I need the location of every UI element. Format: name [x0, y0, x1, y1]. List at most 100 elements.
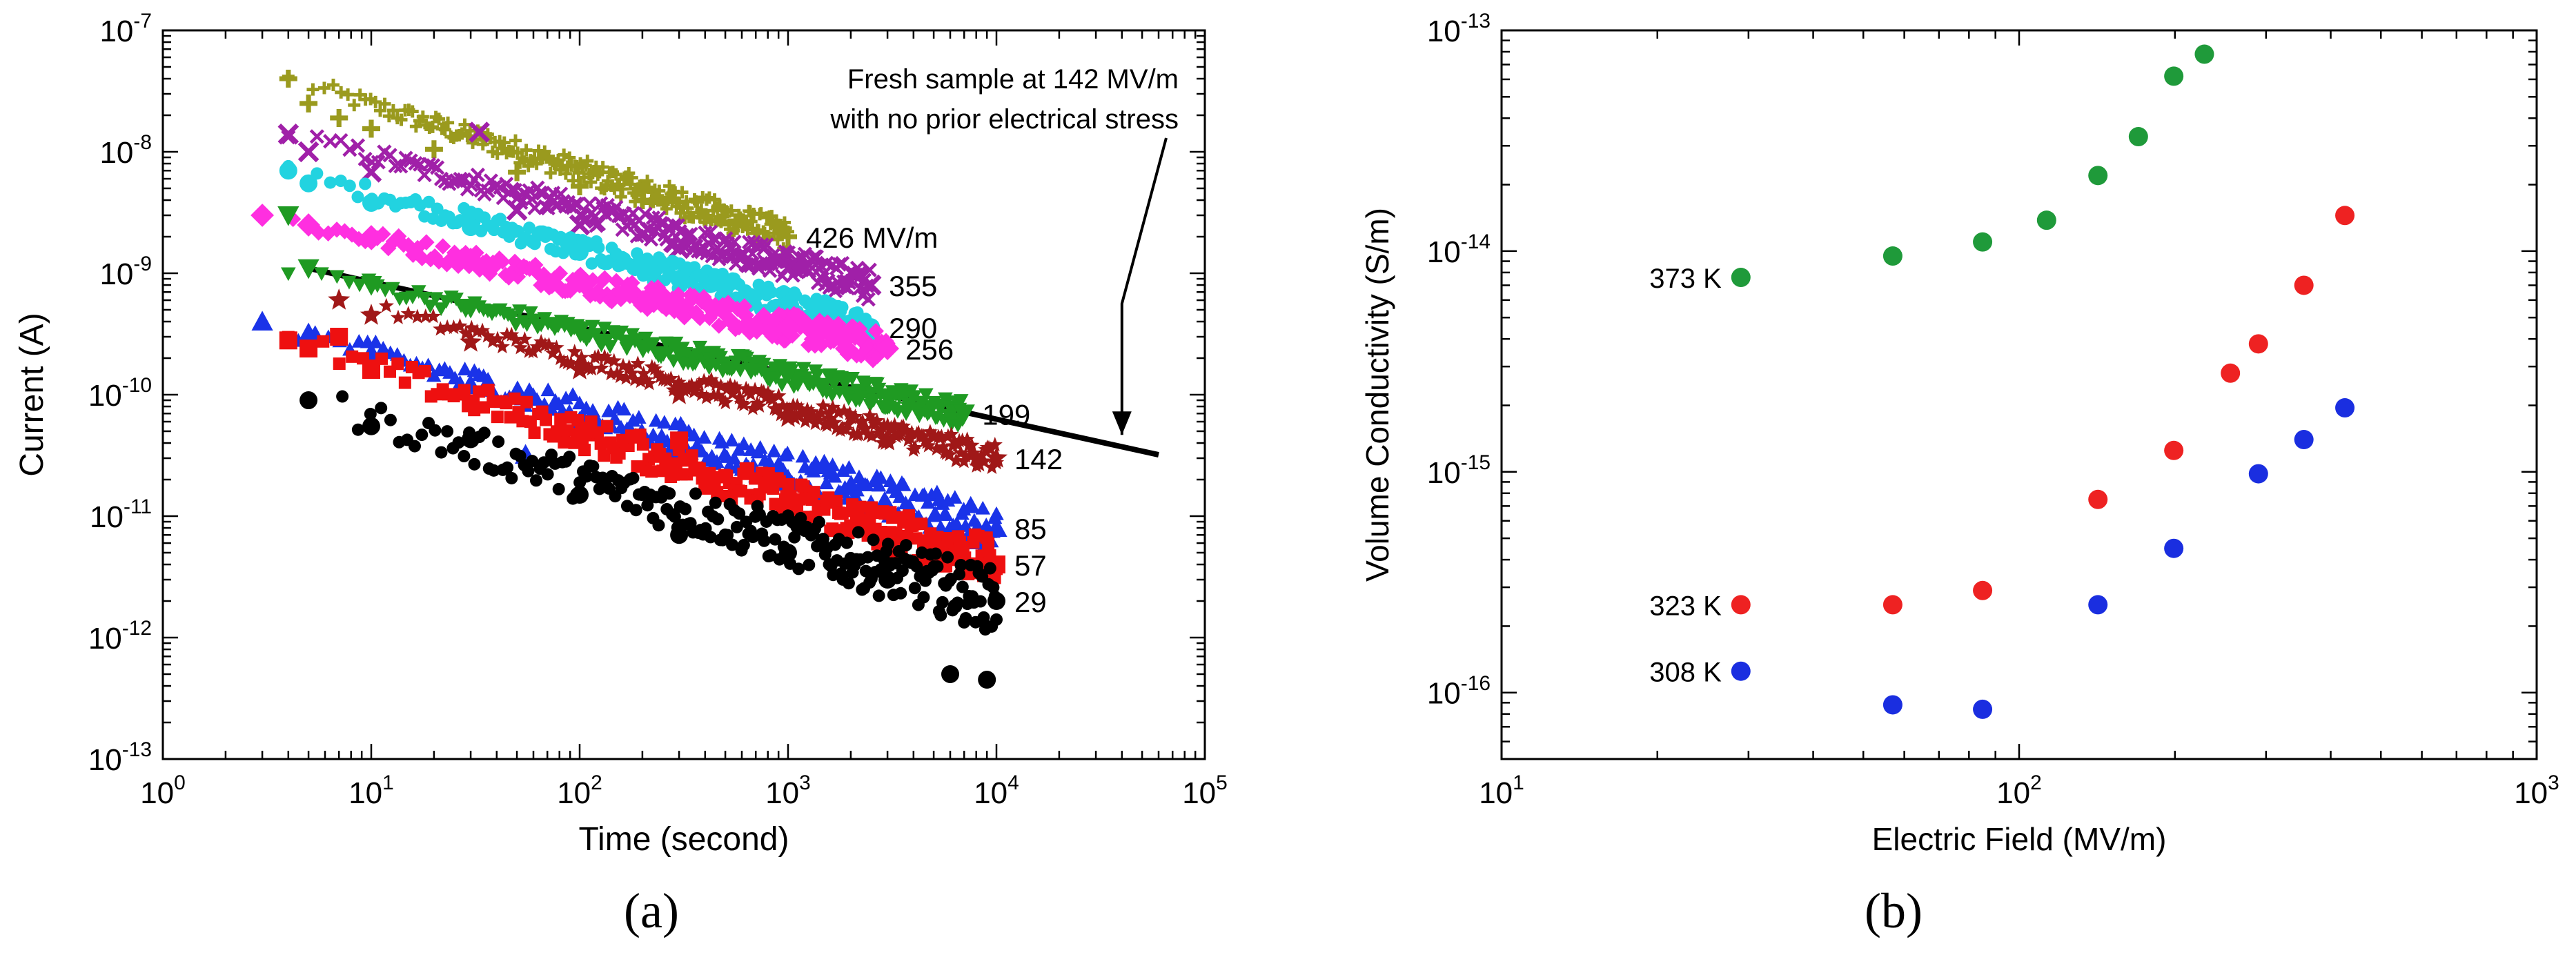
data-point	[779, 307, 796, 324]
data-point	[544, 166, 557, 179]
data-point	[597, 348, 613, 364]
data-point	[458, 384, 471, 397]
data-point	[458, 450, 471, 463]
data-point	[324, 176, 337, 189]
data-point	[342, 88, 355, 101]
data-point	[336, 390, 349, 403]
data-point	[660, 202, 673, 215]
data-point	[569, 214, 591, 236]
data-point	[807, 415, 823, 431]
data-point	[330, 328, 348, 346]
data-point	[674, 377, 689, 392]
data-point	[976, 453, 992, 469]
data-point	[705, 304, 722, 321]
data-point	[898, 422, 914, 437]
data-point	[847, 408, 863, 424]
data-point	[953, 404, 975, 424]
data-point	[954, 558, 967, 571]
data-point	[727, 451, 742, 465]
data-point	[816, 453, 832, 468]
data-point	[571, 486, 589, 504]
data-point	[896, 477, 912, 491]
data-point	[864, 428, 880, 443]
data-point	[947, 433, 963, 449]
data-point	[606, 353, 622, 368]
data-point	[711, 513, 725, 526]
data-point	[736, 436, 751, 451]
data-point	[1973, 232, 1993, 252]
y-tick-label-exp: -7	[133, 10, 152, 32]
data-point	[989, 506, 1004, 520]
data-point	[754, 237, 769, 253]
data-point	[691, 310, 709, 326]
data-point	[668, 342, 690, 362]
series-label: 29	[1014, 586, 1047, 618]
data-point	[704, 531, 717, 544]
series-label: 57	[1014, 549, 1047, 582]
data-point	[922, 424, 938, 439]
data-point	[417, 308, 433, 324]
data-point	[676, 186, 689, 199]
series-label: 256	[905, 333, 954, 366]
data-point	[297, 213, 320, 237]
data-point	[841, 460, 857, 474]
series-9	[299, 390, 1005, 689]
data-point	[769, 533, 782, 546]
data-point	[984, 459, 1000, 474]
data-point	[594, 437, 607, 450]
data-point	[917, 591, 930, 604]
data-point	[533, 333, 549, 349]
y-axis-label: Current (A)	[14, 313, 50, 476]
data-point	[867, 533, 880, 547]
data-point	[416, 110, 429, 124]
annotation-arrow-line	[1120, 137, 1168, 435]
data-point	[858, 420, 874, 435]
data-point	[504, 311, 520, 325]
data-point	[418, 364, 431, 377]
data-point	[382, 148, 397, 163]
data-point	[552, 482, 565, 495]
data-point	[528, 426, 541, 440]
data-point	[433, 112, 446, 126]
data-point	[818, 475, 834, 490]
data-point	[854, 500, 867, 513]
data-point	[2128, 127, 2148, 147]
y-tick-label: 10-7	[99, 10, 152, 48]
data-point	[876, 429, 899, 450]
data-point	[908, 582, 921, 595]
data-point	[733, 507, 746, 520]
data-point	[768, 371, 784, 386]
data-point	[600, 420, 613, 433]
data-point	[598, 449, 611, 462]
data-point	[902, 498, 917, 512]
data-point	[959, 611, 972, 624]
data-point	[907, 390, 922, 404]
data-point	[915, 518, 928, 531]
data-point	[362, 417, 380, 435]
data-point	[876, 337, 899, 360]
data-point	[1731, 268, 1751, 288]
data-point	[649, 365, 665, 380]
data-point	[435, 238, 451, 255]
data-point	[446, 244, 463, 261]
x-tick-label-exp: 3	[799, 771, 811, 794]
data-point	[749, 395, 765, 410]
data-point	[827, 414, 843, 429]
data-point	[671, 374, 687, 389]
data-point	[279, 70, 297, 88]
data-point	[352, 278, 367, 293]
data-point	[987, 437, 1003, 452]
data-point	[694, 386, 709, 402]
data-point	[780, 245, 796, 260]
data-point	[484, 333, 500, 348]
panel-label-a: (a)	[624, 883, 679, 938]
data-point	[794, 511, 807, 524]
data-point	[616, 402, 632, 416]
x-tick-label-exp: 5	[1216, 771, 1228, 794]
data-point	[775, 397, 791, 413]
data-point	[333, 357, 346, 371]
data-point	[398, 376, 411, 389]
data-point	[590, 348, 606, 364]
x-tick-label-base: 10	[557, 776, 591, 810]
data-point	[771, 388, 787, 403]
